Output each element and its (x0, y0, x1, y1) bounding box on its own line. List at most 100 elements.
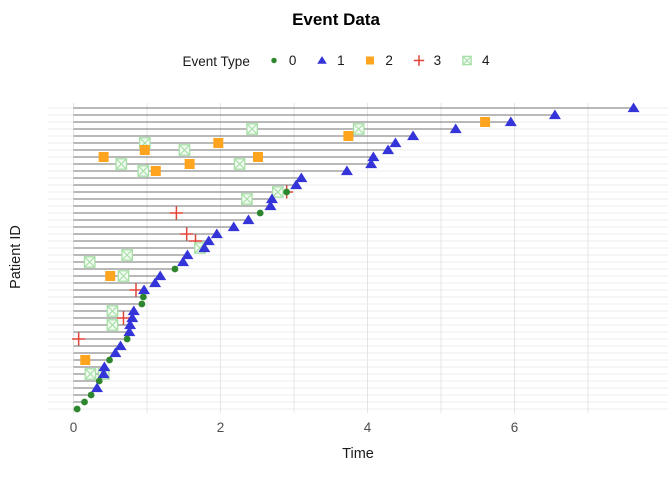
crossed-open-square-icon (462, 55, 472, 66)
page-title: Event Data (292, 10, 380, 29)
marker-type-4-icon (178, 144, 191, 156)
marker-type-4-icon (115, 158, 128, 170)
marker-type-2-icon (366, 56, 375, 65)
marker-type-4-icon (246, 123, 258, 135)
legend-item-3: 3 (411, 52, 442, 68)
marker-type-1-icon (242, 214, 255, 225)
legend-item-1: 1 (314, 52, 345, 68)
marker-type-2-icon (105, 271, 116, 281)
filled-triangle-icon (317, 56, 327, 64)
marker-type-1-icon (109, 347, 122, 358)
marker-type-4-icon (271, 186, 284, 198)
marker-type-1-icon (127, 305, 140, 316)
marker-type-0-icon (283, 188, 291, 196)
legend: Event Type 0 1 2 3 4 (0, 52, 672, 71)
marker-type-1-icon (91, 382, 104, 393)
marker-type-0-icon (256, 209, 264, 217)
marker-type-3-icon (116, 311, 130, 325)
marker-type-1-icon (154, 270, 167, 281)
marker-type-1-icon (227, 221, 240, 232)
x-tick-label: 4 (364, 420, 372, 435)
marker-type-1-icon (202, 235, 215, 246)
marker-type-3-icon (180, 227, 194, 241)
x-tick-label: 0 (70, 420, 78, 435)
marker-type-1-icon (389, 137, 402, 148)
y-axis-title: Patient ID (8, 225, 24, 289)
marker-type-0-icon (171, 265, 179, 273)
legend-item-2: 2 (362, 52, 393, 68)
x-tick-label: 2 (217, 420, 225, 435)
legend-item-0: 0 (266, 52, 297, 68)
legend-item-label: 3 (433, 52, 442, 68)
marker-type-1-icon (210, 228, 223, 239)
marker-type-1-icon (290, 179, 303, 190)
marker-type-2-icon (213, 138, 224, 148)
marker-type-1-icon (295, 172, 308, 183)
marker-type-1-icon (181, 249, 194, 260)
marker-type-4-icon (117, 270, 130, 282)
marker-type-0-icon (95, 377, 103, 385)
marker-type-0-icon (138, 300, 146, 308)
marker-type-0-icon (123, 335, 131, 343)
marker-type-1-icon (449, 123, 462, 134)
marker-type-1-icon (138, 284, 151, 295)
marker-type-2-icon (150, 166, 161, 176)
marker-type-0-icon (81, 398, 88, 406)
marker-type-1-icon (504, 116, 517, 127)
marker-type-3-icon (413, 55, 424, 66)
marker-type-1-icon (407, 130, 420, 141)
marker-type-4-icon (352, 123, 365, 135)
marker-type-3-icon (169, 206, 183, 220)
filled-square-icon (366, 56, 375, 65)
plus-cross-icon (413, 55, 424, 66)
marker-type-4-icon (233, 158, 246, 170)
marker-type-4-icon (137, 165, 150, 177)
marker-type-0-icon (139, 293, 147, 301)
marker-type-2-icon (480, 117, 491, 127)
marker-type-3-icon (72, 332, 86, 346)
legend-item-label: 4 (481, 52, 490, 68)
marker-type-1-icon (265, 193, 278, 204)
x-tick-label: 6 (511, 420, 519, 435)
marker-type-4-icon (121, 249, 134, 261)
legend-item-label: 2 (385, 52, 393, 68)
marker-type-0-icon (87, 391, 95, 399)
marker-type-4-icon (106, 305, 119, 317)
filled-circle-icon (271, 57, 277, 64)
marker-type-4-icon (84, 368, 97, 380)
marker-type-1-icon (365, 158, 378, 169)
marker-type-1-icon (627, 102, 640, 113)
marker-type-2-icon (139, 145, 150, 155)
marker-type-0-icon (271, 57, 277, 64)
marker-type-1-icon (367, 151, 380, 162)
marker-type-1-icon (548, 109, 561, 120)
marker-type-2-icon (98, 152, 109, 162)
legend-item-4: 4 (459, 52, 490, 68)
marker-type-4-icon (106, 319, 119, 331)
marker-type-2-icon (343, 131, 354, 141)
marker-type-1-icon (317, 56, 327, 64)
marker-type-0-icon (73, 405, 81, 413)
legend-title: Event Type (182, 54, 250, 69)
marker-type-1-icon (97, 368, 110, 379)
marker-type-1-icon (340, 165, 353, 176)
marker-type-1-icon (98, 361, 111, 372)
marker-type-1-icon (382, 144, 395, 155)
marker-type-0-icon (106, 356, 113, 364)
marker-type-4-icon (462, 55, 472, 66)
marker-type-1-icon (123, 326, 136, 337)
marker-type-2-icon (80, 355, 91, 365)
marker-type-1-icon (149, 277, 162, 288)
marker-type-1-icon (124, 319, 137, 330)
marker-type-1-icon (177, 256, 190, 267)
marker-type-3-icon (129, 283, 143, 297)
marker-type-4-icon (83, 256, 96, 268)
marker-type-1-icon (264, 200, 277, 211)
marker-type-1-icon (114, 340, 127, 351)
marker-type-1-icon (198, 242, 211, 253)
marker-type-2-icon (184, 159, 195, 169)
marker-type-2-icon (252, 152, 263, 162)
legend-item-label: 0 (288, 52, 297, 68)
x-axis-title: Time (342, 446, 374, 462)
